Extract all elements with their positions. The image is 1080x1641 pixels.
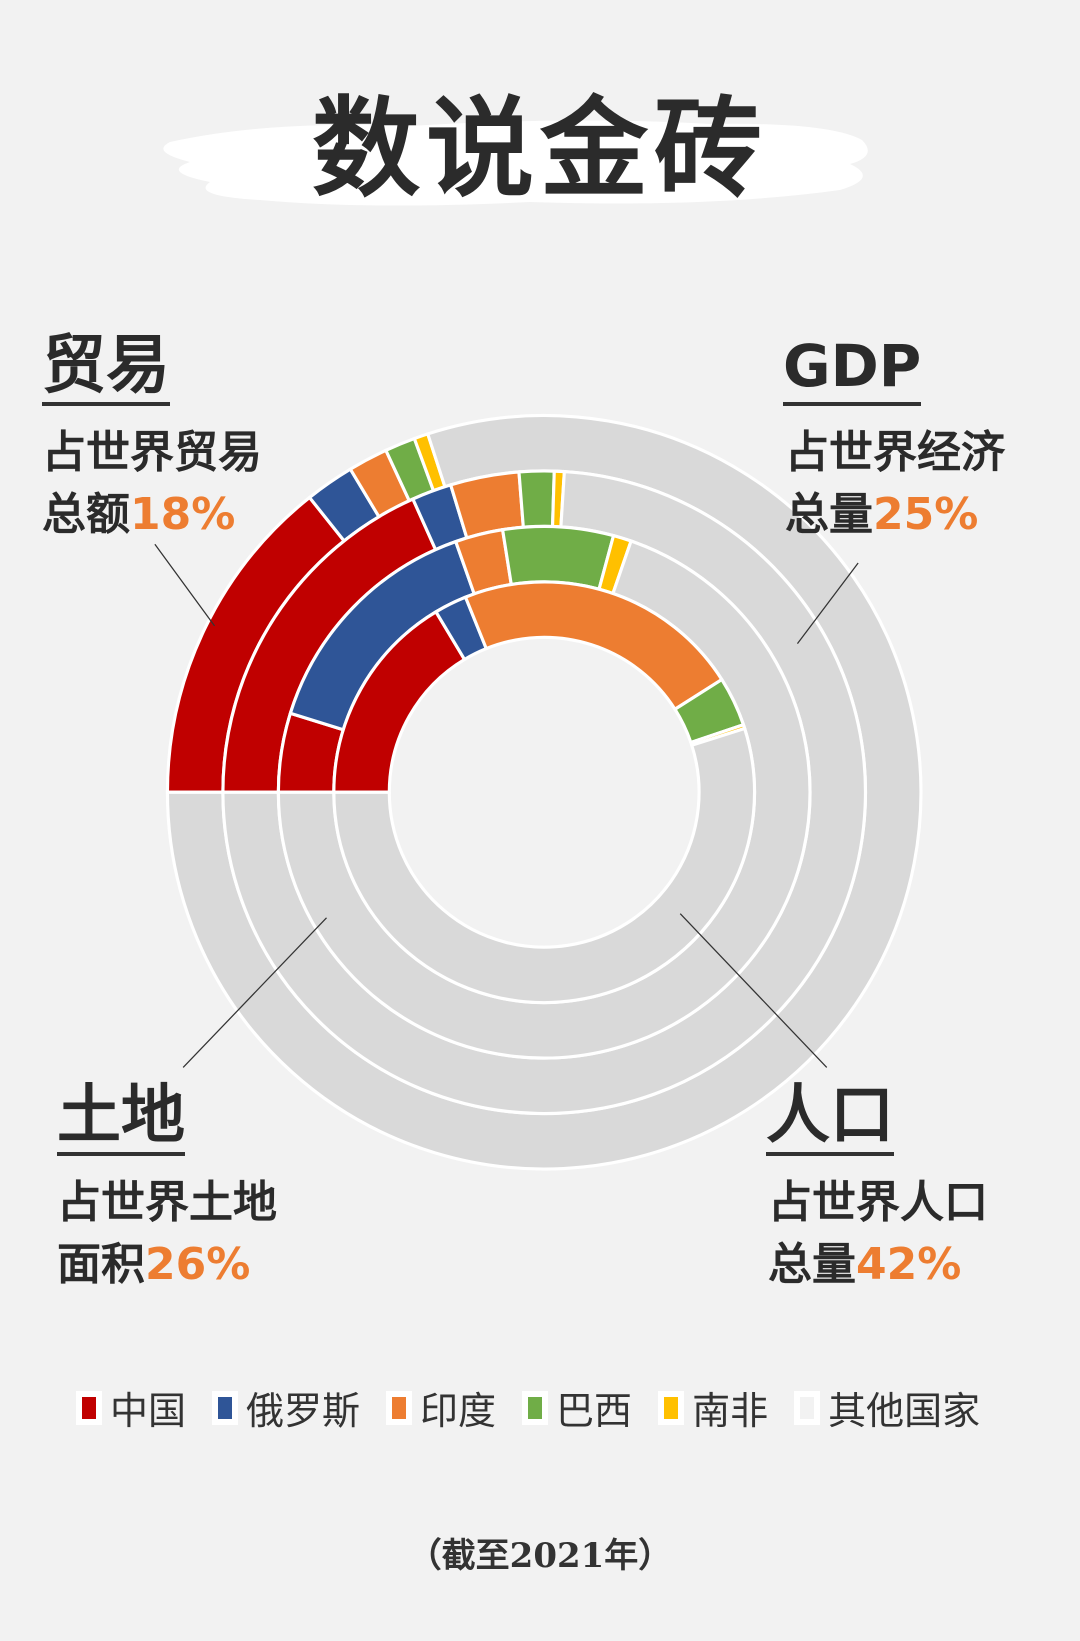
trade-line1: 占世界贸易 [42, 427, 262, 478]
ring-3-segment-others [332, 726, 757, 1005]
legend-swatch [658, 1390, 685, 1425]
trade-pct: 18% [130, 489, 236, 540]
legend-label: 俄罗斯 [246, 1389, 361, 1433]
leader-line-trade [154, 543, 216, 627]
pop-line1: 占世界人口 [768, 1177, 988, 1228]
legend-label: 印度 [420, 1389, 497, 1433]
legend-swatch [522, 1390, 549, 1425]
ring-1-segment-brazil [517, 469, 556, 529]
legend-swatch [386, 1390, 413, 1425]
legend-label: 其他国家 [828, 1389, 981, 1433]
legend-label: 巴西 [556, 1389, 633, 1433]
gdp-pct: 25% [873, 489, 979, 540]
gdp-line1: 占世界经济 [785, 427, 1005, 478]
leader-line-pop [679, 913, 828, 1068]
trade-heading: 贸易 [42, 332, 170, 406]
legend-item-south-africa: 南非 [658, 1380, 768, 1435]
leader-line-gdp [796, 562, 859, 645]
legend-item-brazil: 巴西 [522, 1380, 632, 1435]
trade-line2: 总额18% [42, 484, 235, 546]
legend-item-india: 印度 [386, 1380, 496, 1435]
legend-item-russia: 俄罗斯 [212, 1380, 360, 1435]
pop-pct: 42% [856, 1239, 962, 1290]
pop-heading: 人口 [766, 1082, 894, 1156]
legend-swatch [212, 1390, 239, 1425]
gdp-heading: GDP [783, 332, 922, 406]
legend-label: 中国 [110, 1389, 187, 1433]
leader-line-land [182, 917, 327, 1068]
gdp-line2-text: 总量 [785, 489, 873, 540]
pop-line2-text: 总量 [768, 1239, 856, 1290]
land-line1: 占世界土地 [57, 1177, 277, 1228]
page-title: 数说金砖 [311, 86, 768, 212]
legend-label: 南非 [692, 1389, 769, 1433]
trade-line2-text: 总额 [42, 489, 130, 540]
ring-2-segment-brazil [500, 524, 616, 592]
legend: 中国 俄罗斯 印度 巴西 南非 其他国家 [76, 1380, 1006, 1435]
gdp-line2: 总量25% [785, 484, 978, 546]
title-brush-background [163, 120, 868, 206]
land-heading: 土地 [57, 1082, 185, 1156]
legend-swatch [76, 1390, 102, 1425]
date-note: （截至2021年） [407, 1536, 673, 1576]
land-line2: 面积26% [57, 1234, 250, 1296]
land-pct: 26% [145, 1239, 251, 1290]
pop-line2: 总量42% [768, 1234, 961, 1296]
legend-item-others: 其他国家 [794, 1380, 980, 1435]
legend-swatch [794, 1390, 821, 1425]
legend-item-china: 中国 [76, 1380, 186, 1435]
land-line2-text: 面积 [57, 1239, 145, 1290]
